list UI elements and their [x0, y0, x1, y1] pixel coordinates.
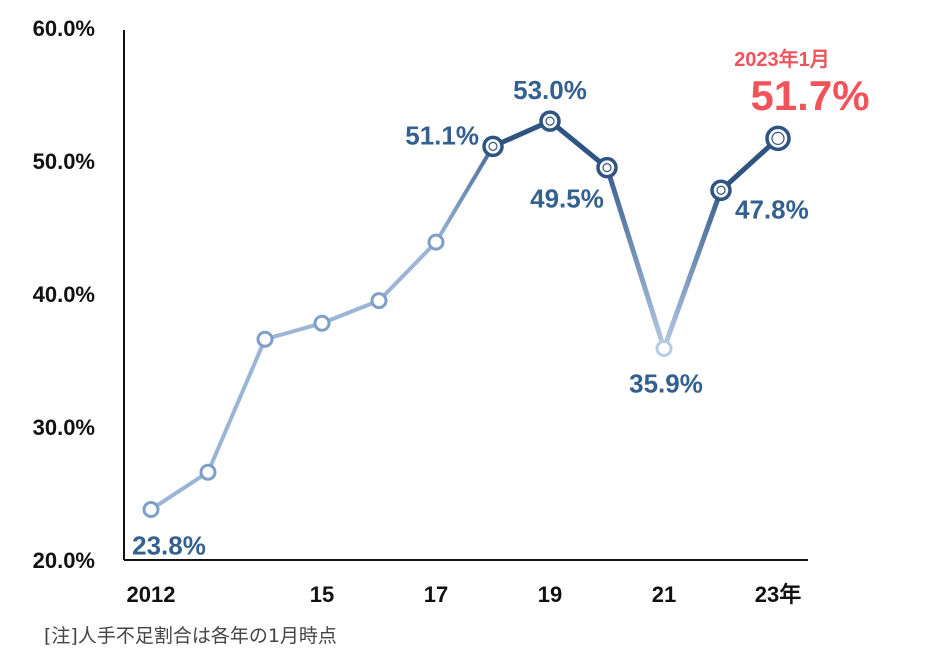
y-tick-label: 50.0% [33, 149, 95, 174]
x-tick-label: 23年 [755, 582, 801, 607]
y-tick-label: 20.0% [33, 548, 95, 573]
data-label: 47.8% [735, 194, 809, 224]
series-line-segment [718, 135, 781, 193]
data-point [313, 314, 331, 332]
data-label: 51.1% [405, 120, 479, 150]
series-line-segment [149, 470, 210, 512]
data-point-inner [602, 163, 612, 173]
y-tick-label: 40.0% [33, 282, 95, 307]
data-label: 53.0% [513, 75, 587, 105]
data-point-inner [771, 131, 785, 145]
x-tick-label: 21 [652, 582, 676, 607]
data-point-inner [488, 141, 498, 151]
axes [123, 30, 808, 561]
series-line-segment [547, 118, 610, 171]
data-point [256, 330, 274, 348]
series-line-segment [320, 298, 381, 326]
data-point-inner [545, 116, 555, 126]
data-label: 35.9% [629, 369, 703, 399]
callout-value-label: 51.7% [750, 72, 869, 119]
data-point [370, 292, 388, 310]
x-tick-label: 2012 [127, 582, 176, 607]
x-tick-label: 15 [310, 582, 334, 607]
series-line-segment [263, 321, 324, 342]
chart-note: [注]人手不足割合は各年の1月時点 [44, 625, 337, 647]
y-tick-label: 30.0% [33, 415, 95, 440]
data-point [427, 233, 445, 251]
callout-date-label: 2023年1月 [734, 47, 830, 71]
data-point [655, 340, 673, 358]
x-tick-label: 19 [538, 582, 562, 607]
x-tick-label: 17 [424, 582, 448, 607]
data-point-inner [716, 185, 726, 195]
series-line-segment [661, 187, 724, 352]
series-line-segment [377, 240, 438, 303]
series-line-segment [434, 144, 495, 245]
data-point [142, 500, 160, 518]
data-point [199, 463, 217, 481]
y-tick-label: 60.0% [33, 16, 95, 41]
data-label: 49.5% [530, 184, 604, 214]
series-line-segment [604, 165, 667, 352]
series-line-segment [206, 337, 267, 475]
data-label: 23.8% [132, 530, 206, 560]
